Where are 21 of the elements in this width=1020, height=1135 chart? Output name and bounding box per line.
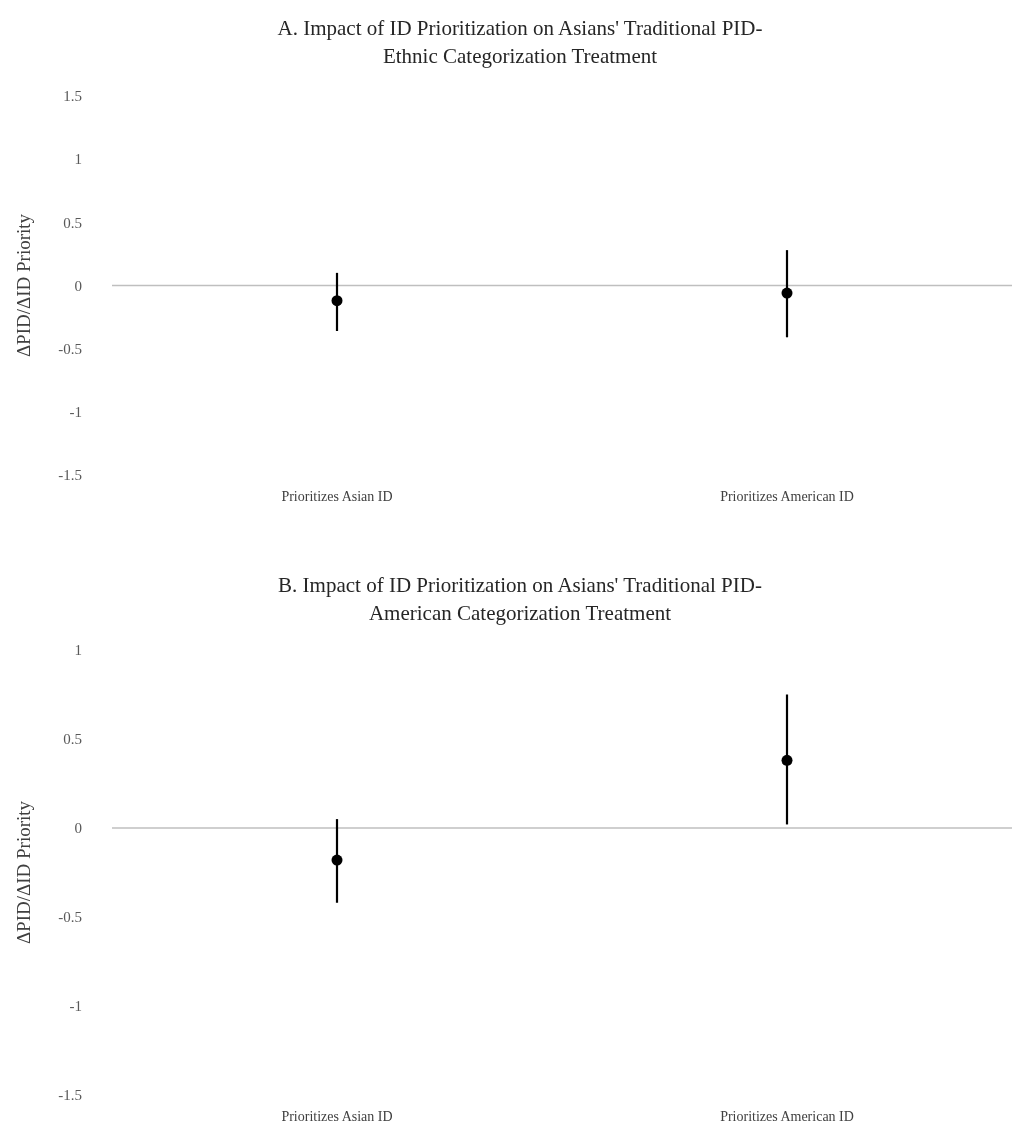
x-tick-label: Prioritizes American ID [720, 489, 854, 504]
y-tick-label: 0 [74, 277, 82, 294]
y-tick-label: -1.5 [58, 1087, 82, 1104]
y-tick-label: 0 [74, 820, 82, 837]
x-tick-label: Prioritizes Asian ID [281, 1109, 393, 1124]
y-tick-label: -0.5 [58, 909, 82, 926]
x-tick-label: Prioritizes Asian ID [281, 489, 393, 504]
y-tick-label: 0.5 [63, 731, 82, 748]
y-tick-label: 1.5 [63, 88, 82, 105]
y-tick-label: 1 [74, 642, 82, 659]
y-tick-label: -0.5 [58, 340, 82, 357]
y-axis-title: ΔPID/ΔID Priority [13, 800, 34, 945]
y-tick-label: 0.5 [63, 214, 82, 231]
chart-title: B. Impact of ID Prioritization on Asians' Traditional PID- American Categorization Treatment [278, 573, 762, 625]
y-tick-label: 1 [74, 151, 82, 168]
chart-title: A. Impact of ID Prioritization on Asians' Traditional PID- Ethnic Categorization Treatment [277, 16, 763, 68]
y-tick-label: -1 [69, 404, 82, 421]
y-tick-label: -1.5 [58, 467, 82, 484]
y-tick-label: -1 [69, 998, 82, 1015]
x-tick-label: Prioritizes American ID [720, 1109, 854, 1124]
y-axis-title: ΔPID/ΔID Priority [13, 213, 34, 358]
